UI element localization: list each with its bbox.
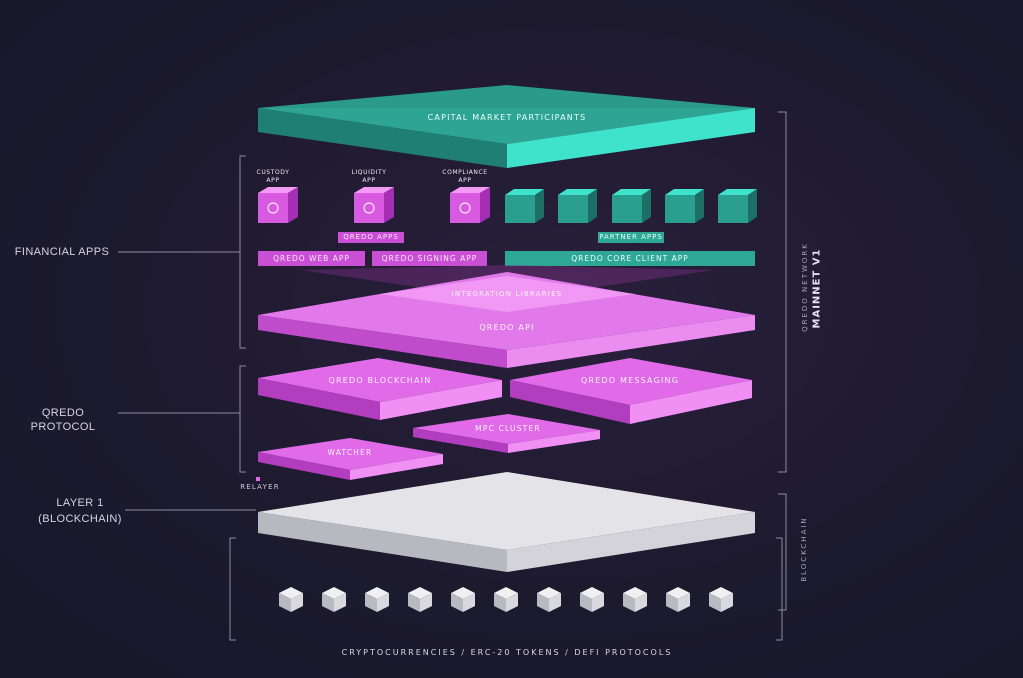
watcher-slab: [258, 438, 443, 480]
custody-app-cube: [258, 187, 298, 223]
footer-label: CRYPTOCURRENCIES / ERC-20 TOKENS / DEFI …: [341, 648, 673, 657]
qredo-signing-app-label: QREDO SIGNING APP: [381, 254, 478, 263]
watcher-label: WATCHER: [327, 448, 373, 457]
mpc-cluster-slab: [413, 414, 600, 453]
qredo-messaging-slab: [510, 358, 752, 424]
partner-app-cubes: [505, 189, 757, 223]
layer1-slab: [258, 472, 755, 572]
liquidity-app-cube: [354, 187, 394, 223]
capital-market-slab: [258, 85, 755, 168]
qredo-blockchain-label: QREDO BLOCKCHAIN: [328, 376, 432, 385]
layer1-label-line1: LAYER 1: [56, 497, 104, 509]
qredo-core-client-label: QREDO CORE CLIENT APP: [571, 254, 689, 263]
partner-apps-bar: [598, 232, 664, 243]
relayer-marker: [256, 477, 260, 481]
qredo-blockchain-slab: [258, 358, 502, 420]
relayer-label: RELAYER: [240, 483, 280, 491]
financial-apps-label: FINANCIAL APPS: [14, 246, 110, 258]
custody-app-label: CUSTODY APP: [256, 169, 290, 184]
layer1-label-line2: (BLOCKCHAIN): [38, 513, 122, 525]
qredo-web-app-bar: [258, 251, 365, 266]
capital-market-label: CAPITAL MARKET PARTICIPANTS: [427, 113, 587, 122]
blockchain-label: BLOCKCHAIN: [800, 516, 808, 582]
liquidity-app-label: LIQUIDITY APP: [351, 169, 387, 184]
qredo-api-label: QREDO API: [479, 323, 535, 332]
qredo-signing-app-bar: [372, 251, 487, 266]
qredo-web-app-label: QREDO WEB APP: [273, 254, 350, 263]
qredo-core-client-bar: [505, 251, 755, 266]
mpc-cluster-label: MPC CLUSTER: [475, 424, 541, 433]
brackets: [118, 111, 787, 641]
qredo-app-cubes: [258, 187, 490, 223]
qredo-api-slab: [258, 265, 755, 368]
crypto-cubes: [279, 587, 733, 612]
compliance-app-cube: [450, 187, 490, 223]
qredo-messaging-label: QREDO MESSAGING: [580, 376, 680, 385]
mainnet-label: MAINNET V1: [811, 248, 823, 329]
qredo-apps-bar: [338, 232, 404, 243]
qredo-network-label: QREDO NETWORK: [801, 242, 809, 332]
qredo-protocol-label: QREDO PROTOCOL: [30, 407, 96, 433]
qredo-apps-label: QREDO APPS: [343, 233, 399, 241]
integration-libraries-label: INTEGRATION LIBRARIES: [451, 290, 563, 298]
compliance-app-label: COMPLIANCE APP: [442, 169, 488, 184]
partner-apps-label: PARTNER APPS: [599, 233, 663, 241]
